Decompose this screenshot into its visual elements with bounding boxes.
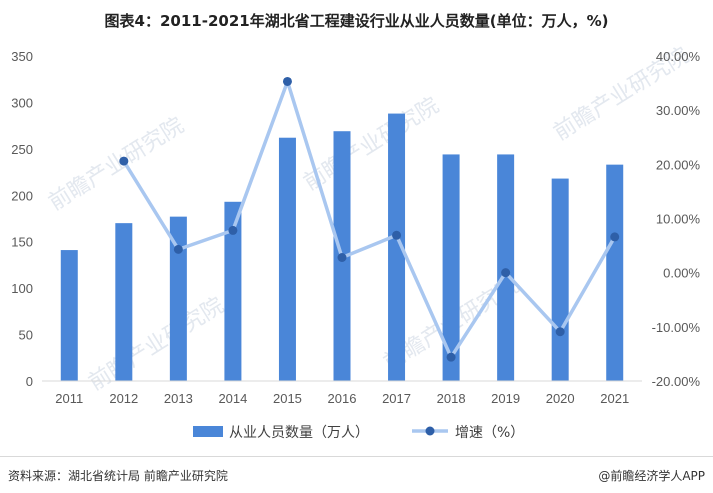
y-left-tick-label: 150 (11, 235, 33, 250)
growth-point-2014 (228, 225, 238, 235)
growth-point-2018 (446, 352, 456, 362)
bar-series (60, 113, 624, 382)
bar-2015 (278, 137, 296, 381)
bar-2018 (442, 154, 460, 381)
growth-point-2016 (337, 253, 347, 262)
growth-point-2015 (282, 76, 292, 86)
brand-credit: @前瞻经济学人APP (598, 469, 705, 483)
watermark-text: 前瞻产业研究院 (45, 113, 189, 216)
growth-point-2019 (501, 268, 511, 278)
growth-point-2021 (610, 232, 620, 242)
y-left-tick-label: 350 (11, 49, 33, 64)
y-right-tick-label: 20.00% (656, 157, 701, 172)
x-tick-label: 2012 (109, 391, 138, 406)
axes: 2011 2012 2013 2014 2015 2016 2017 2018 2019 2020… (11, 49, 700, 406)
bar-2019 (497, 154, 515, 381)
line-series (119, 76, 620, 362)
y-left-tick-label: 0 (26, 374, 33, 389)
growth-point-2013 (173, 244, 183, 254)
y-right-tick-label: 10.00% (656, 212, 701, 227)
y-left-tick-label: 300 (11, 95, 33, 110)
bar-2014 (224, 201, 242, 381)
y-right-tick-label: -20.00% (652, 374, 701, 389)
bar-2017 (388, 113, 406, 382)
x-tick-label: 2016 (328, 391, 357, 406)
y-right-tick-label: 30.00% (656, 103, 701, 118)
footer: 资料来源：湖北省统计局 前瞻产业研究院 @前瞻经济学人APP (0, 456, 713, 493)
growth-point-2020 (555, 327, 565, 337)
x-tick-label: 2019 (491, 391, 520, 406)
y-right-tick-label: 0.00% (663, 266, 700, 281)
x-tick-label: 2015 (273, 391, 302, 406)
bar-2013 (169, 216, 187, 381)
legend-bar-label: 从业人员数量（万人） (229, 425, 369, 441)
y-right-tick-label: 40.00% (656, 49, 701, 64)
y-left-tick-label: 100 (11, 281, 33, 296)
x-tick-label: 2011 (55, 391, 83, 406)
x-tick-label: 2020 (546, 391, 575, 406)
x-tick-label: 2018 (437, 391, 466, 406)
bar-2021 (606, 164, 624, 381)
legend-line-marker (425, 426, 435, 436)
x-tick-label: 2013 (164, 391, 193, 406)
legend: 从业人员数量（万人） 增速（%） (193, 425, 524, 441)
growth-point-2012 (119, 156, 129, 166)
bar-2011 (60, 250, 78, 381)
legend-line-label: 增速（%） (455, 425, 524, 441)
legend-bar-swatch (193, 426, 223, 437)
x-tick-label: 2017 (382, 391, 411, 406)
y-left-tick-label: 250 (11, 142, 33, 157)
x-tick-label: 2014 (218, 391, 247, 406)
x-tick-label: 2021 (600, 391, 629, 406)
chart-title: 图表4：2011-2021年湖北省工程建设行业从业人员数量(单位：万人，%) (104, 12, 609, 30)
watermark-text: 前瞻产业研究院 (300, 93, 444, 196)
y-right-tick-label: -10.00% (652, 320, 701, 335)
bar-2020 (551, 178, 569, 381)
watermark-text: 前瞻产业研究院 (85, 293, 229, 396)
y-left-tick-label: 200 (11, 188, 33, 203)
watermarks: 前瞻产业研究院前瞻产业研究院前瞻产业研究院前瞻产业研究院前瞻产业研究院 (45, 43, 694, 396)
growth-point-2017 (392, 230, 402, 240)
combo-chart: 前瞻产业研究院前瞻产业研究院前瞻产业研究院前瞻产业研究院前瞻产业研究院 2011… (11, 43, 700, 441)
y-left-tick-label: 50 (19, 328, 33, 343)
bar-2012 (115, 223, 133, 381)
growth-line (122, 79, 617, 359)
source-note: 资料来源：湖北省统计局 前瞻产业研究院 (8, 469, 228, 483)
